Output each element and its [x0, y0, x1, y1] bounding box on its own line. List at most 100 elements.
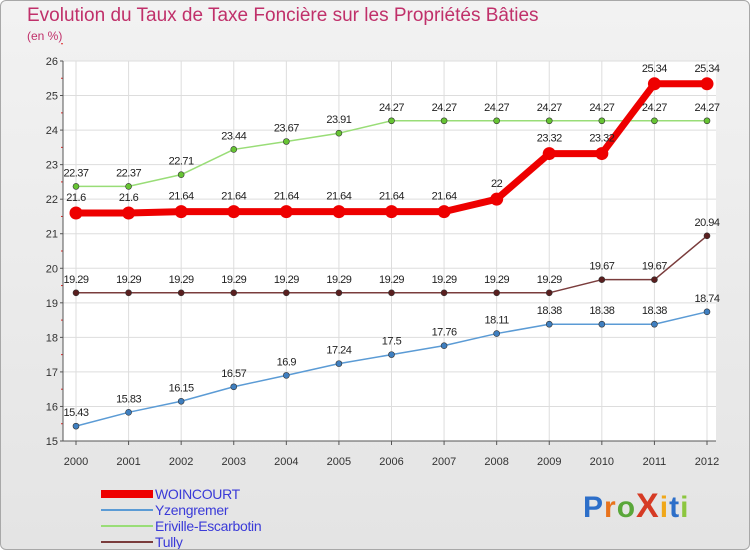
data-label-woincourt: 21.64	[326, 191, 351, 203]
data-point-tully	[545, 289, 553, 297]
legend-label-eriville-escarbotin: Eriville-Escarbotin	[155, 518, 262, 534]
y-tick-label: 24	[46, 125, 58, 137]
data-point-woincourt	[595, 147, 609, 161]
data-point-woincourt	[437, 205, 451, 219]
data-label-eriville-escarbotin: 24.27	[379, 102, 404, 114]
data-label-woincourt: 25.34	[694, 63, 719, 75]
data-point-tully	[493, 289, 500, 297]
data-point-eriville-escarbotin	[651, 117, 658, 125]
data-label-eriville-escarbotin: 24.27	[642, 102, 667, 114]
data-label-woincourt: 21.64	[379, 191, 404, 203]
data-label-woincourt: 21.64	[221, 191, 246, 203]
x-tick-label: 2008	[484, 456, 508, 468]
data-point-eriville-escarbotin	[335, 129, 343, 137]
y-tick-label: 19	[46, 298, 58, 310]
data-label-tully: 19.67	[642, 261, 667, 273]
x-tick-label: 2010	[590, 456, 614, 468]
data-label-woincourt: 21.6	[119, 192, 139, 204]
x-tick-label: 2004	[274, 456, 298, 468]
data-point-tully	[388, 289, 395, 297]
data-point-yzengremer	[545, 320, 553, 328]
x-tick-label: 2003	[222, 456, 246, 468]
data-label-tully: 19.29	[63, 274, 88, 286]
data-label-woincourt: 21.64	[432, 191, 457, 203]
data-point-eriville-escarbotin	[598, 117, 606, 125]
data-point-yzengremer	[598, 320, 606, 328]
data-label-eriville-escarbotin: 24.27	[694, 102, 719, 114]
unit-label: (en %)	[27, 29, 63, 43]
data-point-eriville-escarbotin	[177, 171, 185, 178]
axes: 15 16 17 18 19 20 21 22 23 24 25 26 2000 2001 2002 2003…	[46, 43, 719, 468]
data-label-yzengremer: 17.5	[382, 336, 402, 348]
data-label-tully: 19.29	[274, 274, 299, 286]
data-point-woincourt	[700, 77, 714, 91]
data-label-woincourt: 21.6	[66, 192, 86, 204]
data-point-tully	[440, 289, 448, 297]
data-label-yzengremer: 16.15	[169, 382, 194, 394]
legend-label-woincourt: WOINCOURT	[155, 486, 240, 502]
data-point-eriville-escarbotin	[72, 183, 80, 190]
data-label-yzengremer: 18.38	[537, 305, 562, 317]
data-point-yzengremer	[283, 372, 290, 379]
data-point-eriville-escarbotin	[230, 146, 238, 153]
data-label-woincourt: 21.64	[169, 191, 194, 203]
y-tick-label: 20	[46, 263, 58, 275]
data-point-eriville-escarbotin	[493, 117, 500, 125]
legend-swatch-eriville-escarbotin	[101, 525, 153, 527]
data-label-tully: 19.29	[484, 274, 509, 286]
data-point-yzengremer	[177, 397, 185, 405]
gridlines	[63, 60, 716, 442]
data-point-yzengremer	[388, 351, 395, 358]
data-label-yzengremer: 16.57	[221, 368, 246, 380]
legend-label-tully: Tully	[155, 534, 183, 550]
data-label-tully: 19.29	[432, 274, 457, 286]
legend-label-yzengremer: Yzengremer	[155, 502, 229, 518]
x-tick-label: 2007	[432, 456, 456, 468]
data-label-eriville-escarbotin: 24.27	[537, 102, 562, 114]
data-point-yzengremer	[72, 422, 80, 430]
legend-swatch-tully	[101, 541, 153, 543]
data-label-eriville-escarbotin: 22.71	[169, 156, 194, 168]
data-point-woincourt	[490, 192, 504, 206]
data-point-woincourt	[332, 205, 346, 219]
data-point-woincourt	[385, 205, 398, 219]
y-tick-label: 23	[46, 160, 58, 172]
data-label-yzengremer: 18.38	[642, 305, 667, 317]
data-label-eriville-escarbotin: 24.27	[589, 102, 614, 114]
x-tick-label: 2002	[169, 456, 193, 468]
data-label-woincourt: 23.32	[589, 133, 614, 145]
data-point-yzengremer	[651, 320, 658, 328]
data-label-yzengremer: 15.43	[63, 407, 88, 419]
data-point-tully	[703, 232, 711, 240]
data-label-eriville-escarbotin: 22.37	[116, 167, 141, 179]
y-tick-label: 21	[46, 229, 58, 241]
data-point-woincourt	[647, 77, 661, 91]
data-label-eriville-escarbotin: 23.44	[221, 130, 246, 142]
data-label-tully: 19.67	[589, 261, 614, 273]
data-point-tully	[598, 276, 606, 283]
x-tick-label: 2012	[695, 456, 719, 468]
data-point-woincourt	[69, 206, 83, 220]
data-label-tully: 19.29	[379, 274, 404, 286]
data-point-woincourt	[174, 205, 188, 219]
data-label-woincourt: 21.64	[274, 191, 299, 203]
data-point-yzengremer	[335, 360, 343, 367]
data-label-eriville-escarbotin: 23.91	[326, 114, 351, 126]
chart-title: Evolution du Taux de Taxe Foncière sur l…	[27, 5, 539, 26]
data-label-eriville-escarbotin: 22.37	[63, 167, 88, 179]
data-label-yzengremer: 18.74	[694, 293, 719, 305]
plot-area	[63, 61, 716, 441]
y-tick-label: 17	[46, 367, 58, 379]
data-point-eriville-escarbotin	[388, 117, 395, 125]
data-label-tully: 19.29	[537, 274, 562, 286]
data-point-tully	[72, 289, 80, 297]
data-label-eriville-escarbotin: 24.27	[432, 102, 457, 114]
y-tick-label: 25	[46, 91, 58, 103]
data-point-tully	[335, 289, 343, 297]
y-tick-label: 15	[46, 436, 58, 448]
proxiti-logo: ProXiti	[583, 487, 690, 525]
y-tick-label: 18	[46, 332, 58, 344]
data-label-yzengremer: 16.9	[277, 356, 297, 368]
data-point-yzengremer	[703, 308, 711, 316]
